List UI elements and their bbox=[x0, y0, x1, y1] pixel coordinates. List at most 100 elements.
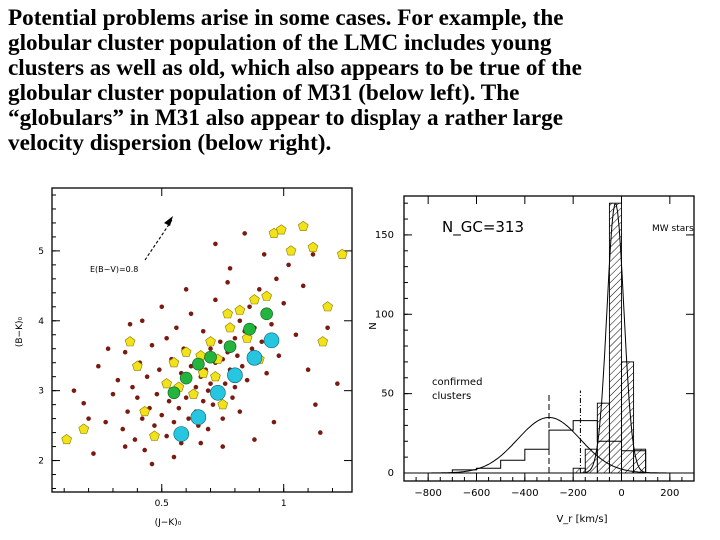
intro-paragraph: Potential problems arise in some cases. … bbox=[8, 6, 712, 156]
cluster-dot bbox=[139, 318, 145, 324]
cluster-dot bbox=[205, 388, 211, 393]
young-cluster-pentagon bbox=[307, 241, 319, 252]
cluster-dot bbox=[122, 444, 128, 449]
scatter-marks bbox=[61, 220, 348, 467]
ngc-annotation: N_GC=313 bbox=[442, 218, 524, 237]
young-cluster-pentagon bbox=[168, 357, 180, 368]
cluster-dot bbox=[171, 419, 177, 425]
cluster-dot bbox=[232, 384, 238, 390]
cluster-dot bbox=[242, 231, 247, 236]
x-tick-label: −200 bbox=[559, 488, 586, 499]
cluster-dot bbox=[210, 402, 216, 407]
x-tick-label: 1 bbox=[281, 499, 287, 509]
cyan-cluster-circle bbox=[263, 332, 280, 349]
cluster-dot bbox=[239, 363, 245, 369]
cluster-dot bbox=[174, 325, 179, 331]
cluster-dot bbox=[313, 402, 318, 407]
cluster-dot bbox=[103, 419, 108, 425]
cluster-dot bbox=[130, 384, 135, 390]
velocity-histogram: −800 −600 −400 −200 0 200 0 50 100 150 N_GC=313 M… bbox=[368, 195, 695, 525]
cluster-dot bbox=[247, 304, 252, 310]
cluster-dot bbox=[293, 332, 299, 338]
cluster-dot bbox=[217, 339, 223, 345]
cluster-dot bbox=[149, 461, 155, 467]
cluster-dot bbox=[110, 391, 116, 397]
cluster-dot bbox=[159, 304, 165, 310]
cluster-dot bbox=[213, 241, 218, 247]
young-cluster-pentagon bbox=[124, 336, 136, 347]
cluster-dot bbox=[310, 252, 316, 257]
y-axis-label: (B−K)₀ bbox=[15, 316, 25, 347]
cluster-dot bbox=[213, 297, 218, 303]
color-color-plot: 0.5 1 2 3 4 5 E(B−V)=0.8 (B−K)₀ (J−K)₀ bbox=[15, 187, 353, 528]
cluster-dot bbox=[249, 346, 255, 352]
young-cluster-pentagon bbox=[180, 346, 192, 357]
paragraph-line: Potential problems arise in some cases. … bbox=[8, 5, 564, 31]
cluster-dot bbox=[71, 388, 77, 393]
young-cluster-pentagon bbox=[161, 378, 172, 389]
y-tick-label: 50 bbox=[381, 389, 394, 400]
young-cluster-pentagon bbox=[322, 301, 333, 312]
young-cluster-pentagon bbox=[61, 434, 72, 445]
cluster-dot bbox=[139, 416, 145, 421]
cluster-dot bbox=[186, 416, 191, 421]
green-cluster-circle bbox=[179, 371, 193, 385]
cluster-dot bbox=[300, 283, 306, 289]
mw-star-bar bbox=[584, 448, 598, 474]
cluster-dot bbox=[157, 367, 162, 373]
young-cluster-pentagon bbox=[222, 308, 233, 319]
young-cluster-pentagon bbox=[261, 290, 272, 301]
y-tick-label: 150 bbox=[375, 230, 394, 241]
x-tick-label: −400 bbox=[511, 488, 538, 499]
cluster-dot bbox=[208, 381, 213, 386]
cluster-dot bbox=[198, 440, 204, 446]
mw-stars-label: MW stars bbox=[652, 224, 694, 234]
reddening-label: E(B−V)=0.8 bbox=[90, 265, 138, 274]
cluster-dot bbox=[81, 400, 87, 406]
cluster-dot bbox=[149, 342, 155, 348]
cluster-histogram-outline bbox=[451, 420, 647, 473]
cluster-dot bbox=[230, 395, 235, 400]
young-cluster-pentagon bbox=[139, 406, 150, 417]
cyan-cluster-circle bbox=[173, 426, 190, 442]
cluster-dot bbox=[274, 276, 279, 282]
young-cluster-pentagon bbox=[149, 430, 160, 441]
x-tick-label: 200 bbox=[660, 488, 679, 499]
cluster-dot bbox=[193, 384, 199, 390]
cluster-dot bbox=[115, 377, 121, 383]
green-cluster-circle bbox=[167, 386, 181, 400]
young-cluster-pentagon bbox=[210, 371, 221, 382]
cluster-dot bbox=[220, 416, 226, 421]
cluster-dot bbox=[252, 437, 257, 442]
cluster-dot bbox=[269, 321, 274, 327]
cluster-dot bbox=[281, 301, 287, 306]
x-tick-label: 0.5 bbox=[155, 499, 169, 509]
cluster-dot bbox=[271, 419, 277, 425]
cluster-dot bbox=[305, 367, 311, 373]
cluster-dot bbox=[227, 266, 233, 271]
y-tick-label: 0 bbox=[388, 468, 394, 479]
paragraph-line: “globulars” in M31 also appear to displa… bbox=[8, 105, 564, 131]
cluster-dot bbox=[244, 377, 250, 383]
histogram-bars bbox=[451, 202, 647, 474]
cluster-dot bbox=[335, 381, 340, 386]
cluster-dot bbox=[142, 447, 147, 453]
cluster-dot bbox=[222, 381, 228, 386]
cluster-dot bbox=[264, 370, 269, 376]
cluster-dot bbox=[166, 398, 172, 404]
young-cluster-pentagon bbox=[285, 245, 297, 256]
cluster-dot bbox=[200, 328, 206, 334]
cluster-dot bbox=[237, 318, 243, 324]
reddening-arrow bbox=[144, 219, 173, 261]
young-cluster-pentagon bbox=[224, 322, 236, 333]
cluster-dot bbox=[183, 395, 189, 400]
paragraph-line: velocity dispersion (below right). bbox=[8, 130, 332, 156]
green-cluster-circle bbox=[260, 307, 273, 321]
cluster-dot bbox=[257, 287, 262, 292]
paragraph-line: globular cluster population of the LMC i… bbox=[8, 30, 552, 56]
cluster-dot bbox=[86, 416, 91, 421]
cyan-cluster-circle bbox=[190, 409, 207, 426]
green-cluster-circle bbox=[243, 322, 256, 336]
green-cluster-circle bbox=[192, 357, 205, 371]
confirmed-clusters-label: confirmed clusters bbox=[432, 377, 483, 402]
